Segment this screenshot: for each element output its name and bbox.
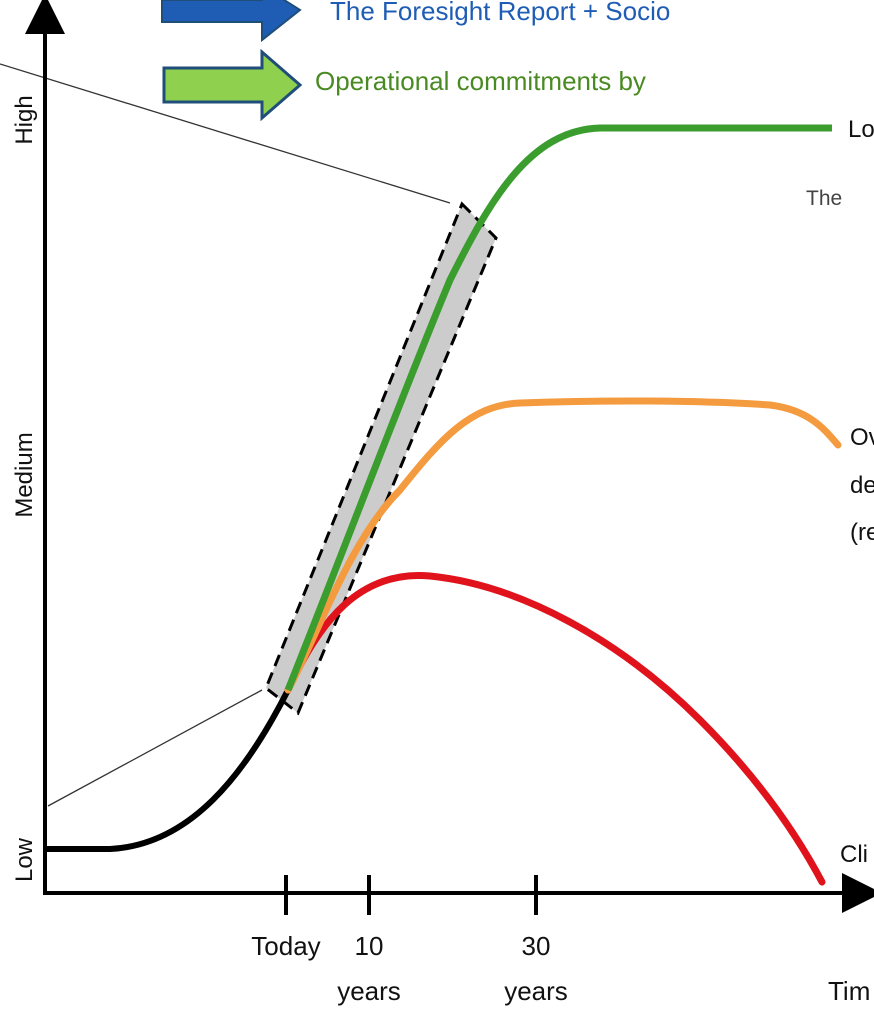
x-axis-label: Tim — [828, 976, 870, 1006]
orange-curve — [284, 397, 842, 694]
x-tick-label-today: Today — [251, 931, 320, 961]
y-label-medium: Medium — [11, 432, 38, 517]
orange-label-3: (re — [850, 519, 874, 546]
green-end-label: Lo — [848, 116, 874, 143]
y-label-low: Low — [11, 837, 38, 882]
legend-item-1: The Foresight Report + Socio — [330, 0, 670, 26]
x-tick-label-10: 10 — [355, 931, 384, 961]
orange-label-2: de — [850, 472, 874, 499]
red-end-label: Cli — [840, 841, 868, 868]
black-curve — [44, 687, 291, 852]
green-arrow-icon — [162, 48, 303, 122]
blue-arrow-icon — [161, 0, 302, 43]
orange-label-1: Ov — [850, 424, 874, 451]
x-tick-label-10-unit: years — [337, 976, 401, 1006]
green-curve — [284, 124, 832, 692]
red-curve — [284, 572, 826, 886]
y-label-high: High — [11, 95, 38, 144]
x-tick-label-30: 30 — [522, 931, 551, 961]
legend-item-2: Operational commitments by — [315, 66, 646, 96]
connector-line-top — [0, 63, 451, 204]
x-tick-label-30-unit: years — [504, 976, 568, 1006]
connector-line-bottom — [47, 689, 263, 807]
subtitle-label: The — [806, 187, 842, 210]
